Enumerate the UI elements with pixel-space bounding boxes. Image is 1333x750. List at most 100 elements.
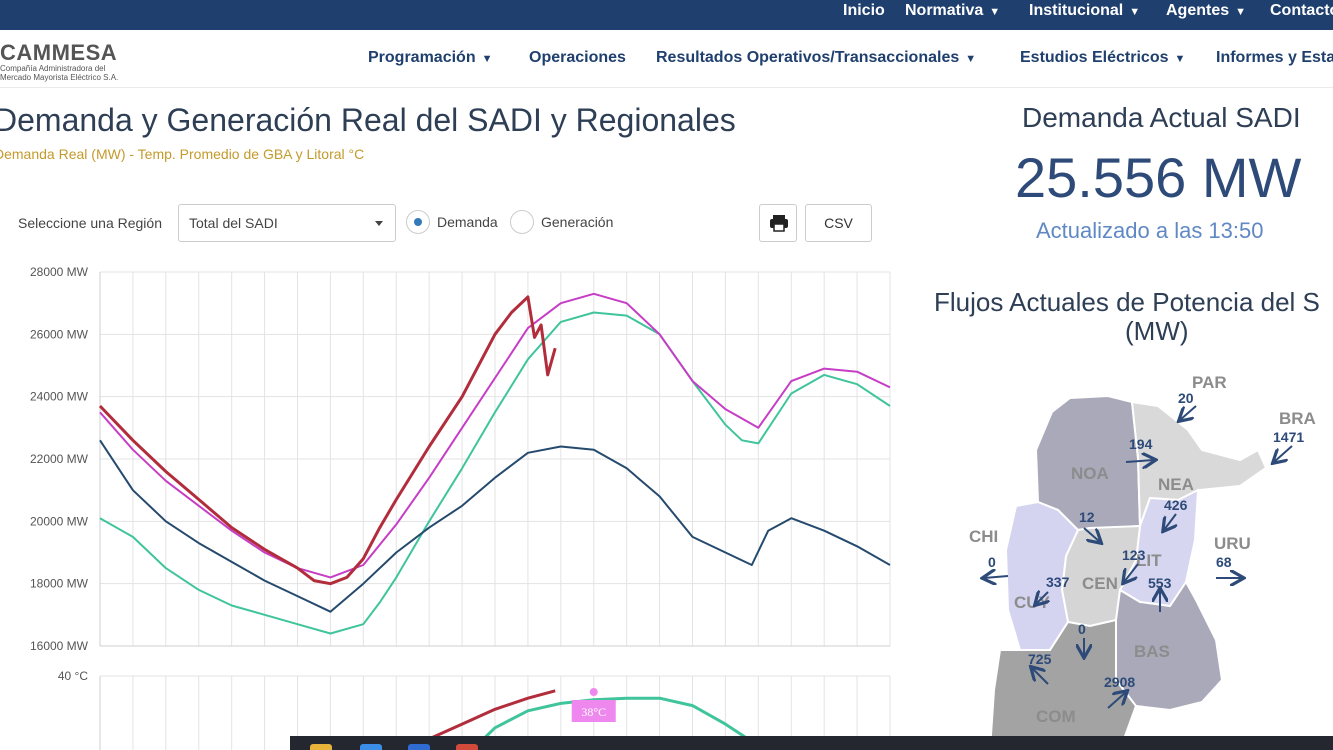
flow-value: 0 — [1078, 621, 1086, 637]
nav-operaciones[interactable]: Operaciones — [529, 47, 626, 69]
flow-arrow — [1164, 513, 1176, 530]
flow-value: 725 — [1028, 651, 1052, 667]
top-nav-inicio[interactable]: Inicio — [843, 0, 885, 22]
region-label-chi: CHI — [969, 527, 998, 546]
power-flow-map: NOA NEA CHI CUY CEN LIT URU BAS COM PAR … — [940, 350, 1333, 750]
region-cuy[interactable] — [1004, 500, 1080, 651]
radio-demanda-label[interactable]: Demanda — [437, 214, 498, 230]
nav-label: Operaciones — [529, 49, 626, 66]
top-nav-label: Agentes — [1166, 2, 1230, 19]
flow-value: 68 — [1216, 554, 1232, 570]
top-nav-institucional[interactable]: Institucional ▼ — [1029, 0, 1140, 22]
flow-value: 123 — [1122, 547, 1146, 563]
browser-icon[interactable] — [456, 744, 478, 750]
radio-generacion-label[interactable]: Generación — [541, 214, 614, 230]
top-nav-agentes[interactable]: Agentes ▼ — [1166, 0, 1246, 22]
top-nav-bar: Inicio Normativa ▼ Institucional ▼ Agentes… — [0, 0, 1333, 30]
current-demand-updated: Actualizado a las 13:50 — [1036, 218, 1264, 243]
series-line — [99, 311, 891, 635]
series-line — [98, 295, 557, 586]
app-icon[interactable] — [408, 744, 430, 750]
chevron-down-icon: ▼ — [481, 53, 493, 65]
logo-subtitle: Mercado Mayorista Eléctrico S.A. — [0, 73, 119, 82]
demand-chart: 28000 MW 26000 MW 24000 MW 22000 MW 20000 MW… — [0, 258, 900, 750]
flow-value: 337 — [1046, 574, 1070, 590]
temp-marker — [589, 688, 598, 696]
printer-icon — [770, 215, 788, 232]
region-label: Seleccione una Región — [18, 215, 162, 231]
flow-value: 20 — [1178, 390, 1194, 406]
flow-arrow — [1083, 527, 1100, 542]
y-tick-label: 18000 MW — [30, 577, 89, 591]
top-nav-label: Contacto — [1270, 2, 1333, 19]
region-label-uru: URU — [1214, 534, 1251, 553]
flows-title-unit: (MW) — [1125, 316, 1189, 346]
chevron-down-icon: ▼ — [1174, 53, 1186, 65]
cammesa-logo[interactable]: CAMMESA Compañía Administradora del Merc… — [0, 38, 135, 86]
y-tick-label: 16000 MW — [30, 639, 89, 653]
flow-arrow — [1107, 692, 1126, 709]
nav-resultados[interactable]: Resultados Operativos/Transaccionales ▼ — [656, 47, 976, 69]
region-label-lit: LIT — [1136, 551, 1162, 570]
print-button[interactable] — [759, 204, 797, 242]
csv-button-label: CSV — [824, 215, 853, 231]
main-header: CAMMESA Compañía Administradora del Merc… — [0, 30, 1333, 88]
region-select-value: Total del SADI — [189, 215, 278, 231]
flow-value: 12 — [1079, 509, 1095, 525]
y-tick-label: 24000 MW — [30, 390, 89, 404]
nav-label: Estudios Eléctricos — [1020, 49, 1169, 66]
nav-informes[interactable]: Informes y Esta — [1216, 47, 1333, 69]
flow-value: 0 — [988, 554, 996, 570]
flow-arrow — [1274, 445, 1293, 462]
y-tick-label: 40 °C — [58, 669, 88, 683]
region-label-cen: CEN — [1082, 574, 1118, 593]
region-select[interactable]: Total del SADI — [178, 204, 396, 242]
radio-demanda[interactable] — [406, 210, 430, 234]
top-nav-label: Normativa — [905, 2, 984, 19]
chevron-down-icon: ▼ — [1129, 6, 1141, 18]
csv-button[interactable]: CSV — [805, 204, 872, 242]
demand-chart-svg: 28000 MW 26000 MW 24000 MW 22000 MW 20000 MW… — [30, 265, 891, 750]
flows-title: Flujos Actuales de Potencia del S — [934, 287, 1320, 317]
logo-subtitle: Compañía Administradora del — [0, 64, 106, 73]
argentina-map: NOA NEA CHI CUY CEN LIT URU BAS COM PAR … — [969, 373, 1316, 750]
flow-value: 1471 — [1273, 429, 1304, 445]
region-label-noa: NOA — [1071, 464, 1109, 483]
flow-value: 2908 — [1104, 674, 1135, 690]
chevron-down-icon: ▼ — [1235, 6, 1247, 18]
flow-arrow — [1180, 405, 1197, 420]
nav-programacion[interactable]: Programación ▼ — [368, 47, 492, 69]
page-title: Demanda y Generación Real del SADI y Reg… — [0, 102, 736, 138]
top-nav-label: Inicio — [843, 2, 885, 19]
radio-generacion[interactable] — [510, 210, 534, 234]
flow-arrow — [1032, 668, 1049, 685]
flow-value: 553 — [1148, 575, 1172, 591]
flow-arrow — [1036, 592, 1048, 604]
flow-value: 194 — [1129, 436, 1153, 452]
nav-label: Resultados Operativos/Transaccionales — [656, 49, 960, 66]
region-label-bas: BAS — [1134, 642, 1170, 661]
region-label-com: COM — [1036, 707, 1076, 726]
nav-estudios[interactable]: Estudios Eléctricos ▼ — [1020, 47, 1185, 69]
current-demand-label: Demanda Actual SADI — [1022, 102, 1301, 133]
flow-arrow — [984, 576, 1009, 578]
flow-value: 426 — [1164, 497, 1188, 513]
logo-name: CAMMESA — [0, 40, 118, 65]
region-label-par: PAR — [1192, 373, 1227, 392]
temp-series-line — [470, 696, 766, 750]
flow-arrow — [1125, 460, 1154, 462]
os-taskbar — [290, 736, 1333, 750]
chevron-down-icon: ▼ — [965, 53, 977, 65]
nav-label: Informes y Esta — [1216, 49, 1333, 66]
y-tick-label: 28000 MW — [30, 265, 89, 279]
y-tick-label: 22000 MW — [30, 452, 89, 466]
folder-icon[interactable] — [310, 744, 332, 750]
y-tick-label: 26000 MW — [30, 327, 89, 341]
chevron-down-icon: ▼ — [989, 6, 1001, 18]
top-nav-contacto[interactable]: Contacto — [1270, 0, 1333, 22]
page-subtitle: Demanda Real (MW) - Temp. Promedio de GB… — [0, 146, 365, 162]
top-nav-normativa[interactable]: Normativa ▼ — [905, 0, 1000, 22]
store-icon[interactable] — [360, 744, 382, 750]
region-label-bra: BRA — [1279, 409, 1316, 428]
